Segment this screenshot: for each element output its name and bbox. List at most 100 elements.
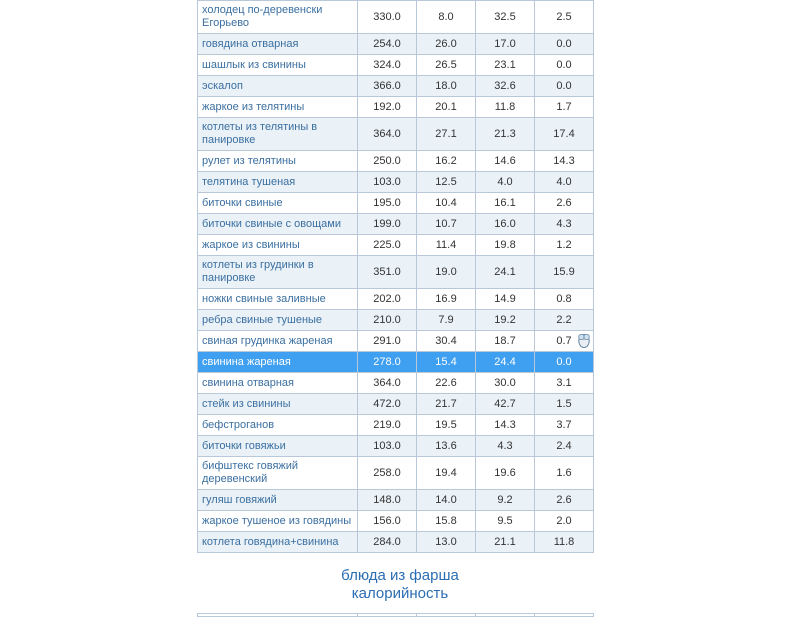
table-row[interactable]: эскалоп366.018.032.60.0 — [198, 76, 594, 97]
mouse-cursor-icon — [576, 332, 592, 348]
dish-name[interactable]: котлеты из грудинки в панировке — [198, 256, 358, 289]
dish-name[interactable]: стейк из свинины — [198, 394, 358, 415]
table-row[interactable]: рулет из телятины250.016.214.614.3 — [198, 151, 594, 172]
table-row[interactable]: котлета говядина+свинина284.013.021.111.… — [198, 532, 594, 553]
table-row[interactable]: свиная грудинка жареная291.030.418.70.7 — [198, 331, 594, 352]
dish-name[interactable]: говядина отварная — [198, 34, 358, 55]
value-col-2: 26.5 — [417, 55, 476, 76]
table-row[interactable]: жаркое тушеное из говядины156.015.89.52.… — [198, 511, 594, 532]
value-col-1: 219.0 — [358, 415, 417, 436]
value-col-4: 3.1 — [535, 373, 594, 394]
value-col-4: 4.0 — [535, 172, 594, 193]
table-row[interactable]: свинина отварная364.022.630.03.1 — [198, 373, 594, 394]
value-col-4: 0.8 — [535, 289, 594, 310]
table-row[interactable]: котлеты из телятины в панировке364.027.1… — [198, 118, 594, 151]
value-col-2: 26.0 — [417, 34, 476, 55]
dish-name[interactable]: гуляш говяжий — [198, 490, 358, 511]
table-row[interactable]: гуляш говяжий148.014.09.22.6 — [198, 490, 594, 511]
dish-name[interactable]: ножки свиные заливные — [198, 289, 358, 310]
table-row[interactable]: стейк из свинины472.021.742.71.5 — [198, 394, 594, 415]
value-col-4: 4.3 — [535, 214, 594, 235]
value-col-1: 366.0 — [358, 76, 417, 97]
dish-name[interactable]: эскалоп — [198, 76, 358, 97]
table-row[interactable]: говядина отварная254.026.017.00.0 — [198, 34, 594, 55]
value-col-4: 0.0 — [535, 76, 594, 97]
value-col-3: 14.9 — [476, 289, 535, 310]
value-col-1: 351.0 — [358, 256, 417, 289]
value-col-3: 16.0 — [476, 214, 535, 235]
dish-name[interactable]: рулет из телятины — [198, 151, 358, 172]
value-col-1: 148.0 — [358, 490, 417, 511]
value-col-4: 11.8 — [535, 532, 594, 553]
dish-name[interactable]: биточки свиные — [198, 193, 358, 214]
table-row[interactable]: жаркое из свинины225.011.419.81.2 — [198, 235, 594, 256]
table-row[interactable]: биточки говяжьи103.013.64.32.4 — [198, 436, 594, 457]
table-row[interactable]: жаркое из телятины192.020.111.81.7 — [198, 97, 594, 118]
dish-name[interactable]: биточки говяжьи — [198, 436, 358, 457]
value-col-4: 3.7 — [535, 415, 594, 436]
table-row[interactable]: бефстроганов219.019.514.33.7 — [198, 415, 594, 436]
value-col-3: 19.2 — [476, 310, 535, 331]
table-row[interactable]: холодец по-деревенски Егорьево330.08.032… — [198, 1, 594, 34]
value-col-3: 21.3 — [476, 118, 535, 151]
table-row[interactable]: телятина тушеная103.012.54.04.0 — [198, 172, 594, 193]
dish-name[interactable]: жаркое тушеное из говядины — [198, 511, 358, 532]
dish-name[interactable]: свинина жареная — [198, 352, 358, 373]
value-col-3: 23.1 — [476, 55, 535, 76]
table-row[interactable]: ребра свиные тушеные210.07.919.22.2 — [198, 310, 594, 331]
next-table-header — [197, 613, 594, 617]
value-col-1: 284.0 — [358, 532, 417, 553]
table-row[interactable]: биточки свиные195.010.416.12.6 — [198, 193, 594, 214]
table-row[interactable]: ножки свиные заливные202.016.914.90.8 — [198, 289, 594, 310]
value-col-1: 195.0 — [358, 193, 417, 214]
table-row[interactable]: бифштекс говяжий деревенский258.019.419.… — [198, 457, 594, 490]
dish-name[interactable]: котлеты из телятины в панировке — [198, 118, 358, 151]
value-col-2: 13.0 — [417, 532, 476, 553]
value-col-1: 103.0 — [358, 172, 417, 193]
value-col-3: 24.4 — [476, 352, 535, 373]
value-col-3: 16.1 — [476, 193, 535, 214]
value-col-4: 15.9 — [535, 256, 594, 289]
dish-name[interactable]: жаркое из телятины — [198, 97, 358, 118]
value-col-2: 10.7 — [417, 214, 476, 235]
dish-name[interactable]: свинина отварная — [198, 373, 358, 394]
dish-name[interactable]: биточки свиные с овощами — [198, 214, 358, 235]
value-col-4: 14.3 — [535, 151, 594, 172]
value-col-3: 17.0 — [476, 34, 535, 55]
value-col-4: 0.0 — [535, 34, 594, 55]
table-row[interactable]: шашлык из свинины324.026.523.10.0 — [198, 55, 594, 76]
value-col-2: 12.5 — [417, 172, 476, 193]
value-col-1: 324.0 — [358, 55, 417, 76]
value-col-3: 42.7 — [476, 394, 535, 415]
value-col-4: 17.4 — [535, 118, 594, 151]
dish-name[interactable]: ребра свиные тушеные — [198, 310, 358, 331]
dish-name[interactable]: телятина тушеная — [198, 172, 358, 193]
value-col-2: 7.9 — [417, 310, 476, 331]
table-row[interactable]: биточки свиные с овощами199.010.716.04.3 — [198, 214, 594, 235]
value-col-1: 156.0 — [358, 511, 417, 532]
value-col-2: 16.9 — [417, 289, 476, 310]
table-row[interactable]: котлеты из грудинки в панировке351.019.0… — [198, 256, 594, 289]
value-col-3: 9.2 — [476, 490, 535, 511]
value-col-4: 2.6 — [535, 490, 594, 511]
value-col-4: 0.0 — [535, 55, 594, 76]
table-row[interactable]: свинина жареная278.015.424.40.0 — [198, 352, 594, 373]
dish-name[interactable]: котлета говядина+свинина — [198, 532, 358, 553]
value-col-4: 2.2 — [535, 310, 594, 331]
value-col-3: 11.8 — [476, 97, 535, 118]
dish-name[interactable]: свиная грудинка жареная — [198, 331, 358, 352]
value-col-2: 22.6 — [417, 373, 476, 394]
dish-name[interactable]: шашлык из свинины — [198, 55, 358, 76]
dish-name[interactable]: жаркое из свинины — [198, 235, 358, 256]
value-col-1: 278.0 — [358, 352, 417, 373]
value-col-4: 1.7 — [535, 97, 594, 118]
dish-name[interactable]: холодец по-деревенски Егорьево — [198, 1, 358, 34]
value-col-1: 364.0 — [358, 373, 417, 394]
dish-name[interactable]: бифштекс говяжий деревенский — [198, 457, 358, 490]
value-col-3: 14.6 — [476, 151, 535, 172]
dish-name[interactable]: бефстроганов — [198, 415, 358, 436]
value-col-3: 24.1 — [476, 256, 535, 289]
value-col-2: 19.0 — [417, 256, 476, 289]
value-col-2: 8.0 — [417, 1, 476, 34]
value-col-4: 2.0 — [535, 511, 594, 532]
